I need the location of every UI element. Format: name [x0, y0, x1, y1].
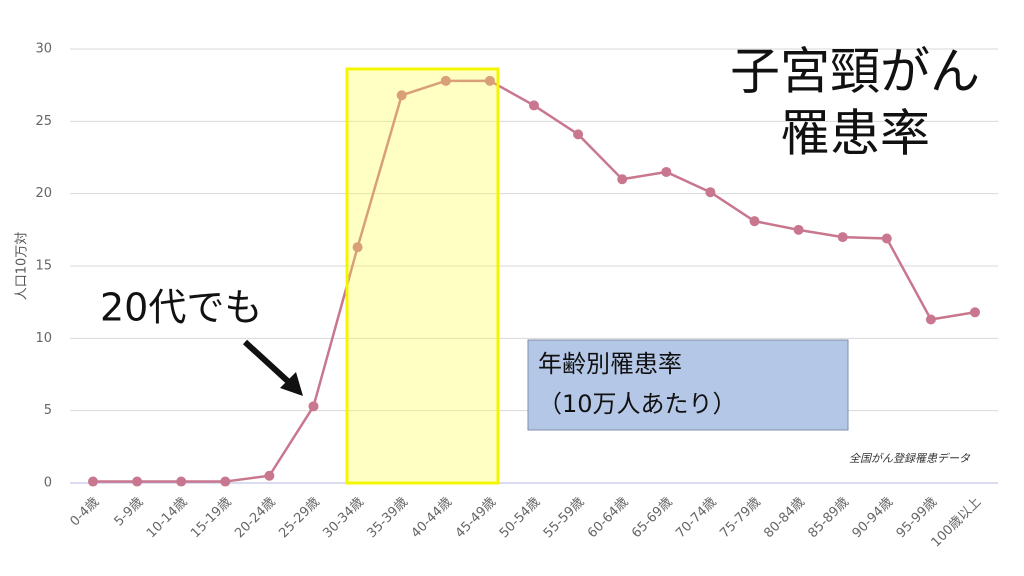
chart-title: 子宮頸がん	[730, 43, 980, 101]
point	[970, 307, 980, 318]
point	[264, 470, 275, 481]
marks-layer	[88, 75, 980, 487]
x-tick-label: 30-34歳	[320, 495, 367, 542]
point	[484, 75, 495, 86]
x-tick-label: 90-94歳	[850, 495, 897, 542]
x-tick-label: 0-4歳	[67, 495, 102, 530]
x-tick-label: 55-59歳	[541, 495, 588, 542]
point	[749, 216, 760, 227]
y-tick-label: 10	[35, 331, 52, 346]
point	[881, 233, 892, 244]
legend-box	[527, 339, 849, 431]
arrow	[242, 339, 295, 388]
y-axis-label: 人口10万対	[15, 232, 30, 301]
point	[705, 187, 716, 198]
x-tick-label: 85-89歳	[805, 495, 852, 542]
point	[396, 90, 407, 101]
point	[132, 476, 143, 487]
point	[220, 476, 231, 487]
x-tick-label: 50-54歳	[497, 495, 544, 542]
x-tick-label: 35-39歳	[364, 495, 411, 542]
point	[440, 75, 451, 86]
point	[88, 476, 98, 487]
y-tick-label: 15	[35, 259, 52, 274]
annotation: 20代でも	[100, 286, 262, 330]
chart-title: 罹患率	[780, 105, 930, 163]
point	[352, 242, 363, 253]
point	[925, 314, 936, 325]
x-tick-label: 10-14歳	[144, 495, 191, 542]
y-tick-label: 5	[44, 403, 52, 418]
x-tick-label: 70-74歳	[673, 495, 720, 542]
x-tick-label: 65-69歳	[629, 495, 676, 542]
y-tick-label: 20	[35, 186, 52, 201]
y-tick-label: 25	[35, 114, 52, 129]
source: 全国がん登録罹患データ	[849, 452, 971, 465]
x-tick-label: 20-24歳	[232, 495, 279, 542]
x-tick-label: 40-44歳	[409, 495, 456, 542]
point	[176, 476, 187, 487]
point	[573, 129, 584, 140]
y-tick-label: 0	[44, 476, 52, 491]
point	[308, 401, 319, 412]
x-tick-label: 15-19歳	[188, 495, 235, 542]
x-tick-label: 75-79歳	[717, 495, 764, 542]
x-tick-label: 45-49歳	[453, 495, 500, 542]
highlight-box	[345, 67, 500, 485]
point	[617, 174, 628, 185]
x-tick-label: 25-29歳	[276, 495, 323, 542]
x-tick-label: 80-84歳	[761, 495, 808, 542]
x-tick-label: 60-64歳	[585, 495, 632, 542]
y-tick-label: 30	[35, 42, 52, 57]
point	[529, 100, 539, 111]
arrow-head	[280, 372, 303, 396]
point	[837, 232, 848, 243]
point	[793, 224, 804, 235]
x-tick-label: 5-9歳	[112, 495, 147, 530]
point	[661, 166, 672, 177]
legend-box-text: （10万人あたり）	[538, 390, 737, 418]
legend-box-text: 年齢別罹患率	[538, 350, 682, 378]
